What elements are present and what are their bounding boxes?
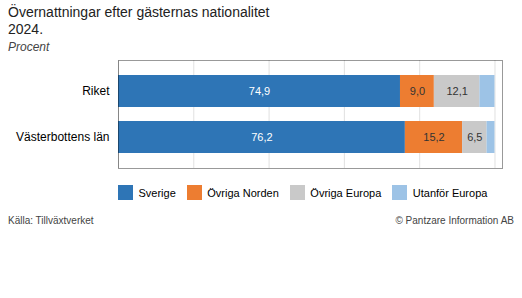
svg-text:9,0: 9,0 (410, 85, 425, 97)
html-text:Källa: Tillväxtverket: Källa: Tillväxtverket (8, 215, 94, 226)
html-text:Övriga Europa: Övriga Europa (310, 186, 382, 199)
html-text:Utanför Europa: Utanför Europa (412, 186, 488, 199)
html-text:© Pantzare Information AB: © Pantzare Information AB (395, 215, 514, 226)
svg-text:6,5: 6,5 (467, 131, 482, 143)
svg-text:15,2: 15,2 (423, 131, 444, 143)
svg-text:74,9: 74,9 (249, 85, 270, 97)
svg-text:Riket: Riket (82, 84, 110, 98)
svg-text:12,1: 12,1 (446, 85, 467, 97)
svg-text:76,2: 76,2 (251, 131, 272, 143)
html-text:Övriga Norden: Övriga Norden (207, 186, 279, 199)
svg-text:Västerbottens län: Västerbottens län (16, 130, 109, 144)
html-text:Sverige: Sverige (138, 186, 176, 199)
html-text:Övernattningar efter gästernas: Övernattningar efter gästernas nationali… (8, 4, 270, 37)
html-text:Procent: Procent (8, 40, 50, 54)
